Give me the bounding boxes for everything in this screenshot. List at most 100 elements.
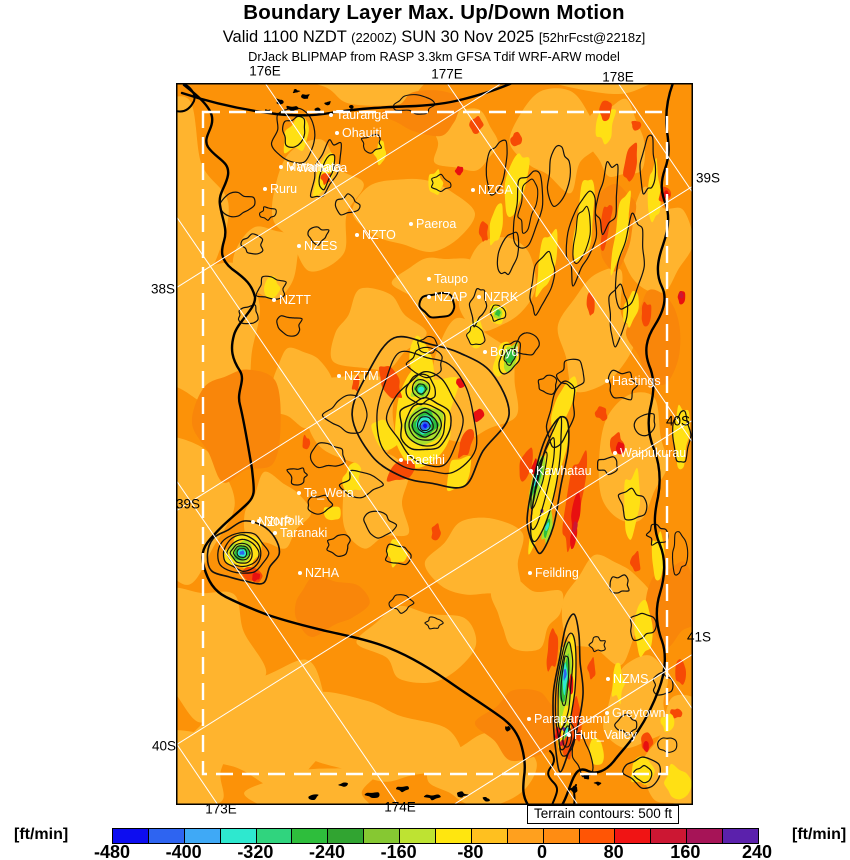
terrain-patch — [252, 572, 261, 582]
islet-mark — [286, 105, 299, 114]
station-marker: Paeroa — [409, 216, 456, 232]
contour-loop — [633, 412, 656, 437]
terrain-patch — [373, 140, 387, 166]
subtitle-segment: Valid 1100 NZDT — [222, 28, 352, 46]
contour-loop — [614, 212, 646, 310]
latitude-line — [176, 419, 693, 746]
contour-loop — [286, 467, 308, 486]
terrain-patch — [302, 434, 311, 450]
terrain-patch — [378, 366, 403, 399]
station-dot-icon — [613, 451, 617, 455]
terrain-patch — [533, 468, 539, 487]
station-label: Paraparaumu — [534, 712, 610, 726]
terrain-patch — [505, 349, 516, 364]
contour-loop — [384, 543, 412, 566]
contour-loop — [671, 531, 689, 576]
station-marker: Te_Wera — [297, 485, 354, 501]
station-label: NZAP — [434, 290, 468, 304]
contour-loop — [513, 332, 540, 356]
hauraki-corner — [176, 84, 196, 113]
islet-mark — [338, 782, 348, 787]
contour-loop — [530, 437, 556, 531]
islet-mark — [275, 98, 284, 105]
contour-loop — [430, 173, 452, 193]
contour-loop — [498, 340, 522, 375]
contour-loop — [485, 139, 508, 196]
station-dot-icon — [527, 717, 531, 721]
contour-loop — [206, 520, 281, 585]
contour-loop — [226, 538, 260, 568]
contour-loop — [415, 383, 427, 395]
contour-loop — [546, 144, 571, 208]
contour-loop — [229, 542, 253, 564]
terrain-patch — [356, 605, 477, 684]
station-marker: Boyd — [483, 344, 519, 360]
contour-loop — [629, 612, 657, 642]
station-label: NZTO — [362, 228, 396, 242]
station-dot-icon — [567, 733, 571, 737]
station-label: Hastings — [612, 374, 661, 388]
terrain-patch — [572, 179, 595, 263]
contour-loop — [399, 396, 452, 451]
color-scale-tick: -480 — [93, 842, 131, 860]
contour-loop — [530, 415, 563, 543]
station-marker: NZAP — [427, 289, 467, 305]
islet-mark — [593, 781, 602, 786]
station-label: NZHA — [305, 566, 340, 580]
station-dot-icon — [355, 233, 359, 237]
contour-loop — [503, 348, 517, 366]
station-dot-icon — [409, 222, 413, 226]
contour-loop — [411, 411, 439, 438]
longitude-line — [617, 83, 693, 194]
grid-label: 177E — [431, 66, 463, 82]
grid-label: 40S — [665, 413, 691, 429]
contour-loop — [526, 415, 570, 555]
longitude-line — [176, 742, 219, 805]
station-label: Matamata — [286, 160, 342, 174]
terrain-patch — [664, 763, 692, 800]
contour-loop — [376, 350, 478, 475]
contour-loop — [276, 315, 303, 337]
contour-loop — [617, 487, 648, 521]
station-marker: Taupo — [427, 271, 468, 287]
terrain-patch — [351, 374, 360, 392]
station-label: Te_Wera — [304, 486, 354, 500]
station-dot-icon — [606, 677, 610, 681]
terrain-patch — [474, 688, 583, 762]
station-dot-icon — [427, 277, 431, 281]
terrain-patch — [495, 309, 501, 317]
station-label: Ruru — [270, 182, 298, 196]
contour-loop — [405, 373, 437, 406]
color-scale-segment — [578, 829, 615, 843]
station-marker: Hastings — [605, 373, 661, 389]
station-marker: Ohauiti — [335, 125, 382, 141]
color-scale-segment — [255, 829, 292, 843]
latitude-line — [176, 185, 693, 512]
contour-loop — [307, 494, 334, 515]
terrain-patch — [323, 506, 341, 521]
terrain-patch — [457, 428, 475, 459]
islet-mark — [423, 794, 441, 801]
forecast-map — [176, 83, 693, 805]
terrain-patch — [611, 662, 625, 705]
terrain-patch — [587, 657, 596, 680]
longitude-line — [264, 83, 693, 711]
terrain-patch — [418, 386, 425, 394]
terrain-patch — [571, 492, 581, 535]
station-marker: Feilding — [528, 565, 579, 581]
islet-mark — [396, 786, 409, 793]
contour-loop — [232, 545, 251, 561]
station-marker: Tauranga — [329, 107, 388, 123]
terrain-patch — [671, 404, 690, 470]
station-dot-icon — [605, 379, 609, 383]
terrain-patch — [294, 575, 370, 637]
color-scale-segment — [470, 829, 507, 843]
terrain-patch — [490, 577, 564, 652]
station-dot-icon — [298, 571, 302, 575]
color-scale-segment — [363, 829, 400, 843]
contour-loop — [388, 594, 415, 614]
subtitle-segment: SUN 30 Nov 2025 — [396, 28, 539, 46]
station-marker: Kawhatau — [529, 463, 592, 479]
contour-loop — [639, 134, 657, 195]
station-marker: NZES — [297, 238, 337, 254]
